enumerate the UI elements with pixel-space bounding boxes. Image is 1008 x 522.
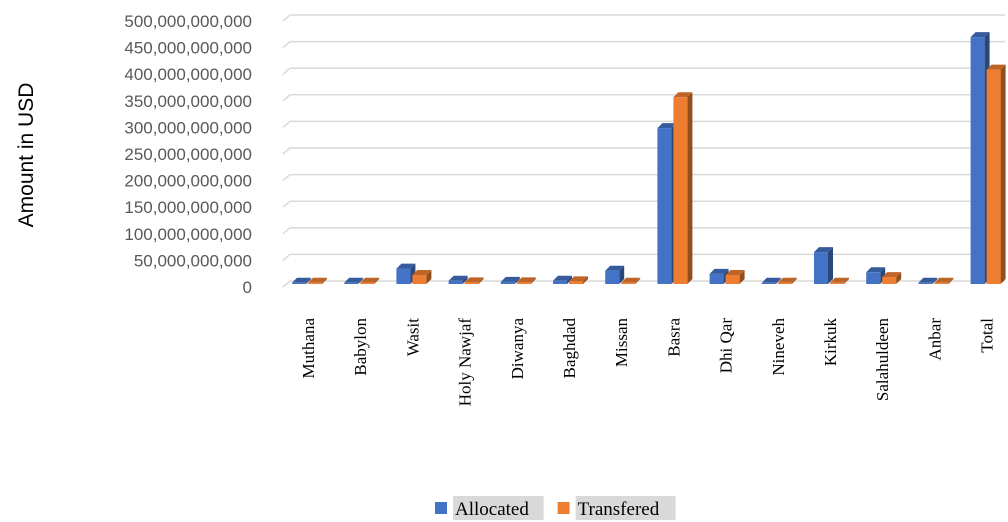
- bar-allocated-nineveh: [761, 277, 781, 284]
- bar-allocated-baghdad: [553, 275, 572, 284]
- bar-transfered-dhi-qar: [725, 269, 745, 284]
- bar-transfered-anbar: [934, 277, 954, 284]
- category-label: Muthana: [299, 318, 318, 379]
- bar-allocated-diwanya: [500, 276, 520, 284]
- y-tick-label: 50,000,000,000: [134, 251, 252, 270]
- bar-transfered-diwanya: [516, 277, 536, 284]
- y-tick-label: 400,000,000,000: [124, 65, 252, 84]
- legend-label: Transfered: [578, 499, 660, 520]
- gridline-diagonal: [282, 174, 291, 182]
- category-label: Anbar: [925, 318, 944, 361]
- bar-transfered-salahuldeen: [882, 272, 902, 284]
- bar-transfered-missan: [621, 277, 641, 284]
- category-label: Nineveh: [769, 318, 788, 376]
- bar-transfered-basra: [673, 92, 693, 284]
- y-tick-label: 300,000,000,000: [124, 118, 252, 137]
- bar-transfered-muthana: [308, 277, 327, 284]
- y-axis-label: Amount in USD: [15, 83, 38, 228]
- category-label: Dhi Qar: [717, 318, 736, 374]
- category-label: Holy Nawjaf: [456, 318, 475, 407]
- category-label: Babylon: [351, 318, 370, 376]
- category-label: Total: [978, 318, 997, 353]
- bar-transfered-holy-nawjaf: [464, 277, 484, 284]
- bar-allocated-holy-nawjaf: [448, 275, 468, 284]
- gridlines: [282, 14, 1005, 288]
- bar-transfered-kirkuk: [830, 277, 849, 284]
- bar-transfered-total: [986, 64, 1006, 284]
- bar-allocated-kirkuk: [814, 247, 833, 284]
- legend: Allocated Transfered: [435, 496, 676, 520]
- gridline-diagonal: [282, 14, 291, 22]
- y-tick-label: 350,000,000,000: [124, 92, 252, 111]
- gridline-diagonal: [282, 67, 291, 75]
- category-label: Salahuldeen: [873, 318, 892, 402]
- bar-transfered-wasit: [412, 269, 432, 284]
- bar-transfered-nineveh: [777, 277, 797, 284]
- x-axis-categories: Muthana Babylon Wasit Holy Nawjaf Diwanya Bag…: [299, 318, 997, 407]
- category-label: Baghdad: [560, 318, 579, 379]
- category-label: Basra: [664, 318, 683, 357]
- bar-allocated-anbar: [918, 277, 938, 284]
- y-tick-label: 500,000,000,000: [124, 12, 252, 31]
- legend-item-allocated: Allocated: [435, 496, 544, 520]
- gridline-diagonal: [282, 94, 291, 102]
- category-label: Kirkuk: [821, 318, 840, 367]
- legend-item-transfered: Transfered: [557, 496, 676, 520]
- bar-allocated-missan: [605, 265, 625, 284]
- legend-swatch: [435, 502, 447, 514]
- y-tick-label: 0: [243, 278, 252, 297]
- gridline-diagonal: [282, 120, 291, 128]
- bar-transfered-babylon: [360, 277, 380, 284]
- y-tick-label: 100,000,000,000: [124, 225, 252, 244]
- gridline-diagonal: [282, 41, 291, 49]
- category-label: Missan: [612, 318, 631, 368]
- gridline-diagonal: [282, 253, 291, 261]
- gridline-diagonal: [282, 200, 291, 208]
- y-tick-label: 250,000,000,000: [124, 145, 252, 164]
- bar-allocated-muthana: [292, 277, 311, 284]
- y-tick-label: 150,000,000,000: [124, 198, 252, 217]
- legend-swatch: [557, 502, 570, 514]
- category-label: Wasit: [403, 318, 422, 357]
- bars: [292, 32, 1006, 285]
- legend-label: Allocated: [455, 499, 529, 520]
- y-tick-label: 450,000,000,000: [124, 39, 252, 58]
- gridline-diagonal: [282, 147, 291, 155]
- gridline-diagonal: [282, 280, 291, 288]
- bar-allocated-babylon: [344, 277, 364, 284]
- category-label: Diwanya: [508, 318, 527, 380]
- bar-transfered-baghdad: [569, 276, 588, 284]
- y-axis-ticks: 0 50,000,000,000 100,000,000,000 150,000,00…: [124, 12, 252, 297]
- y-tick-label: 200,000,000,000: [124, 172, 252, 191]
- gridline-diagonal: [282, 227, 291, 235]
